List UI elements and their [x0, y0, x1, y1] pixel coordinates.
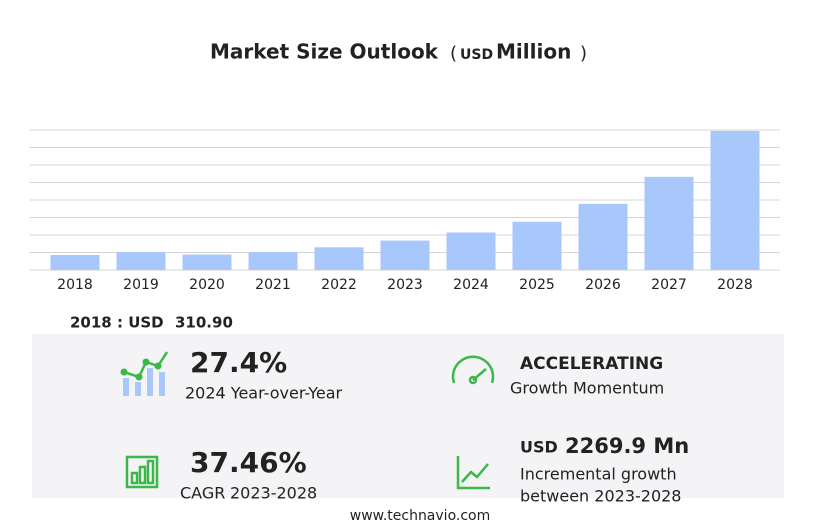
x-tick-label: 2026 — [585, 277, 621, 293]
highlight-value: 310.90 — [175, 314, 233, 332]
bar — [182, 254, 232, 270]
bar — [314, 247, 364, 270]
cagr-label: CAGR — [180, 484, 225, 503]
yoy-icon — [120, 351, 169, 396]
x-tick-label: 2024 — [453, 277, 489, 293]
x-tick-label: 2023 — [387, 277, 423, 293]
bar — [512, 221, 562, 270]
plot: 2018 2019 2020 2021 2022 2023 2024 2025 2026 2027… — [30, 129, 780, 293]
x-tick-label: 2027 — [651, 277, 687, 293]
highlight-label: 2018 : USD — [70, 314, 164, 332]
x-tick-label: 2018 — [57, 277, 93, 293]
unit-open: ( — [450, 43, 457, 64]
yoy-label: 2024 Year-over-Year — [185, 384, 343, 403]
bar — [50, 254, 100, 270]
incremental-icon — [456, 456, 490, 490]
title: Market Size Outlook ( USD Million ) — [210, 40, 587, 65]
x-tick-label: 2020 — [189, 277, 225, 293]
bar — [116, 252, 166, 270]
momentum-value: ACCELERATING — [520, 354, 663, 374]
incremental-value: 2269.9 Mn — [565, 434, 689, 458]
cagr-icon — [125, 455, 159, 489]
unit-currency: USD — [460, 47, 493, 63]
x-tick-label: 2028 — [717, 277, 753, 293]
incremental-label: Incremental growth — [520, 465, 677, 484]
cagr-value: 37.46% — [190, 446, 307, 479]
bar — [248, 252, 298, 270]
x-tick-label: 2019 — [123, 277, 159, 293]
x-tick-label: 2022 — [321, 277, 357, 293]
incremental-period: between 2023-2028 — [520, 487, 681, 506]
unit-name: Million — [496, 40, 571, 64]
incremental-currency: USD — [520, 438, 558, 457]
bar — [380, 240, 430, 270]
momentum-icon — [451, 355, 495, 385]
x-tick-label: 2025 — [519, 277, 555, 293]
x-tick-label: 2021 — [255, 277, 291, 293]
cagr-period: 2023-2028 — [230, 484, 317, 503]
momentum-label: Growth Momentum — [510, 379, 664, 398]
chart-title: Market Size Outlook — [210, 40, 439, 64]
bar — [644, 176, 694, 270]
bar — [446, 232, 496, 270]
bar — [578, 203, 628, 270]
footer: www.technavio.com — [350, 508, 491, 524]
yoy-value: 27.4% — [190, 346, 287, 379]
unit-close: ) — [580, 43, 587, 64]
bar — [710, 130, 760, 270]
